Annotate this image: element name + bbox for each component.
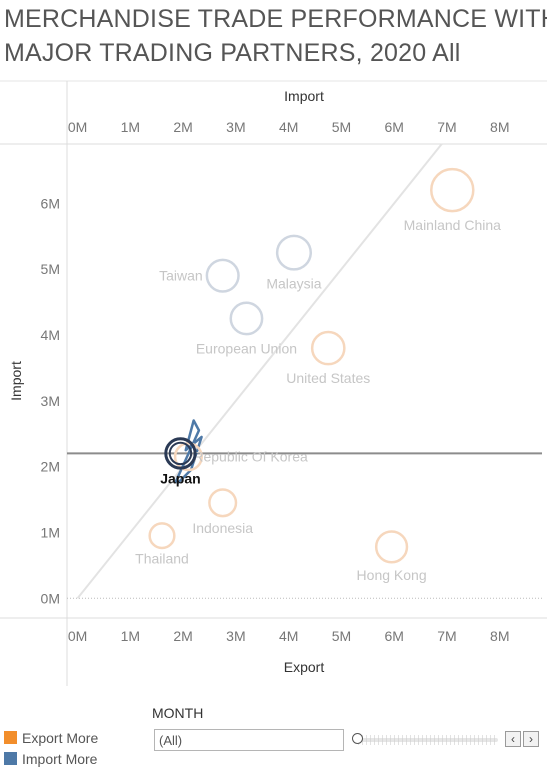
legend: Export More Import More — [4, 727, 98, 769]
point-hong-kong — [374, 530, 409, 564]
month-filter-select[interactable]: (All) — [154, 729, 344, 751]
x-tick-label: 6M — [384, 628, 403, 644]
chevron-left-icon: ‹ — [511, 732, 515, 746]
point-label-mainland-china: Mainland China — [404, 217, 501, 233]
month-slider-thumb[interactable] — [352, 733, 363, 744]
chevron-right-icon: › — [529, 732, 533, 746]
legend-label-import-more: Import More — [22, 750, 98, 767]
month-filter-label: MONTH — [152, 705, 204, 721]
top-x-tick-label: 7M — [437, 119, 456, 135]
x-tick-label: 0M — [68, 628, 87, 644]
point-label-republic-of-korea: Republic Of Korea — [193, 449, 308, 465]
top-axis-title: Import — [284, 88, 324, 104]
balance-diagonal-line — [76, 143, 443, 599]
top-x-tick-label: 8M — [490, 119, 509, 135]
top-x-tick-label: 5M — [332, 119, 351, 135]
x-tick-label: 1M — [121, 628, 140, 644]
y-tick-label: 3M — [41, 393, 60, 409]
y-tick-label: 4M — [41, 327, 60, 343]
chart-title: MERCHANDISE TRADE PERFORMANCE WITH MAJOR… — [4, 2, 547, 70]
point-label-malaysia: Malaysia — [266, 276, 321, 292]
legend-item-import-more[interactable]: Import More — [4, 748, 98, 769]
legend-label-export-more: Export More — [22, 729, 99, 746]
x-tick-label: 2M — [173, 628, 192, 644]
point-japan — [164, 437, 197, 470]
point-label-united-states: United States — [286, 370, 370, 386]
legend-swatch-export-more — [4, 731, 17, 744]
point-label-taiwan: Taiwan — [159, 268, 203, 284]
y-tick-label: 2M — [41, 459, 60, 475]
x-tick-label: 5M — [332, 628, 351, 644]
x-axis-title: Export — [284, 659, 325, 675]
scatter-chart: Import Export Import 0M 0M 1M 1M 2M 2M 3M 3M 4M 4M 5M… — [0, 80, 547, 686]
point-european-union — [229, 301, 264, 336]
top-x-tick-label: 1M — [121, 119, 140, 135]
point-inner-ring-japan — [168, 441, 193, 466]
point-taiwan — [205, 258, 240, 293]
point-label-european-union: European Union — [196, 340, 297, 356]
point-indonesia — [208, 488, 238, 518]
y-tick-label: 5M — [41, 261, 60, 277]
chart-title-line-2: MAJOR TRADING PARTNERS, 2020 All — [4, 39, 461, 67]
point-mainland-china — [430, 167, 475, 213]
legend-item-export-more[interactable]: Export More — [4, 727, 98, 748]
y-tick-label: 6M — [41, 195, 60, 211]
previous-month-button[interactable]: ‹ — [505, 731, 521, 747]
next-month-button[interactable]: › — [523, 731, 539, 747]
y-tick-label: 0M — [41, 590, 60, 606]
x-tick-label: 7M — [437, 628, 456, 644]
y-axis-title: Import — [8, 361, 24, 401]
point-label-thailand: Thailand — [135, 551, 189, 567]
x-tick-label: 3M — [226, 628, 245, 644]
top-x-tick-label: 4M — [279, 119, 298, 135]
top-x-tick-label: 3M — [226, 119, 245, 135]
legend-swatch-import-more — [4, 752, 17, 765]
top-x-tick-label: 2M — [173, 119, 192, 135]
point-united-states — [310, 330, 346, 366]
chart-title-line-1: MERCHANDISE TRADE PERFORMANCE WITH — [4, 5, 547, 33]
point-label-hong-kong: Hong Kong — [357, 567, 427, 583]
point-label-indonesia: Indonesia — [192, 520, 253, 536]
month-slider-ticks — [358, 735, 498, 745]
y-tick-label: 1M — [41, 524, 60, 540]
point-thailand — [148, 522, 176, 550]
x-tick-label: 4M — [279, 628, 298, 644]
point-republic-of-korea — [173, 442, 203, 472]
x-tick-label: 8M — [490, 628, 509, 644]
point-label-japan: Japan — [160, 470, 200, 486]
top-x-tick-label: 0M — [68, 119, 87, 135]
top-x-tick-label: 6M — [384, 119, 403, 135]
point-malaysia — [275, 234, 312, 271]
